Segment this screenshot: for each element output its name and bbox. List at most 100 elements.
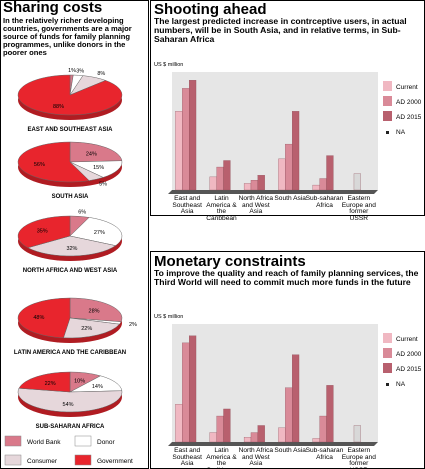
bar [243, 437, 252, 443]
pie-label: SOUTH ASIA [52, 194, 89, 200]
bar [223, 160, 231, 191]
legend-swatch [74, 454, 92, 466]
slice-label: 14% [92, 384, 103, 390]
slice-label: 6% [78, 209, 86, 215]
slice-label: 24% [86, 151, 97, 157]
x-tick-label: South Asia [274, 195, 306, 202]
slice-label: 27% [94, 230, 105, 236]
slice-label: 48% [33, 315, 44, 321]
legend-swatch [383, 348, 392, 358]
bar [216, 415, 224, 443]
legend-swatch [383, 81, 392, 91]
bar [353, 425, 361, 443]
legend-label: AD 2015 [396, 366, 422, 373]
legend-swatch [386, 131, 389, 134]
x-tick-label: East and Southeast Asia [172, 447, 203, 468]
bar [182, 88, 190, 191]
slice-label: 54% [63, 402, 74, 408]
legend-label: NA [396, 129, 406, 136]
x-tick-label: Latin America & the Caribbean [206, 195, 237, 222]
slice-label: 22% [45, 381, 56, 387]
plot-bg [172, 324, 378, 442]
legend-swatch [383, 333, 392, 343]
pie-label: EAST AND SOUTHEAST ASIA [28, 127, 114, 133]
legend-swatch [4, 435, 22, 447]
x-tick-label: Eastern Europe and former USSR [341, 195, 376, 222]
legend-swatch [383, 96, 392, 106]
bar [285, 387, 293, 443]
x-tick-label: Sub-saharan Africa [305, 447, 344, 461]
bar [319, 178, 327, 191]
bar [312, 438, 320, 443]
y-axis-label: US $ million [154, 314, 183, 320]
slice-label: 56% [34, 162, 45, 168]
slice-label: 28% [89, 308, 100, 314]
legend-swatch [383, 111, 392, 121]
legend-swatch [386, 383, 389, 386]
bar [326, 385, 334, 443]
x-tick-label: Latin America & the Caribbean [206, 447, 237, 469]
pie-slice [17, 297, 71, 339]
bar [216, 166, 224, 191]
x-tick-label: Sub-saharan Africa [305, 195, 344, 209]
x-tick-label: South Asia [274, 447, 306, 454]
legend-label: Government [97, 458, 133, 465]
slice-label: 5% [99, 182, 107, 188]
bar [250, 180, 258, 191]
bar [319, 415, 327, 443]
bar [285, 143, 293, 191]
legend-label: World Bank [27, 439, 61, 446]
x-tick-label: Eastern Europe and former USSR [341, 447, 376, 469]
plot-bg [172, 72, 378, 190]
title: Monetary constraints [154, 253, 306, 270]
bar [278, 427, 286, 443]
legend-swatch [74, 435, 92, 447]
slice-label: 32% [66, 246, 77, 252]
bar [209, 432, 217, 443]
bar [243, 183, 252, 191]
bar [292, 354, 300, 443]
pie-label: NORTH AFRICA AND WEST ASIA [23, 268, 118, 274]
pie-slice [17, 387, 123, 413]
slice-label: 10% [74, 379, 85, 385]
slice-label: 22% [81, 326, 92, 332]
legend-label: AD 2000 [396, 351, 422, 358]
bar [353, 173, 361, 191]
bar [189, 335, 197, 443]
title: Shooting ahead [154, 1, 267, 18]
bar [175, 111, 183, 191]
subtitle: To improve the quality and reach of fami… [154, 268, 419, 288]
pie-slice [17, 141, 90, 183]
floor [168, 190, 378, 194]
bar [278, 158, 286, 191]
x-tick-label: North Africa and West Asia [238, 447, 274, 468]
bar [257, 425, 265, 443]
x-tick-label: North Africa and West Asia [238, 195, 274, 216]
legend-label: NA [396, 381, 406, 388]
subtitle: In the relatively richer developing coun… [3, 16, 132, 57]
x-tick-label: East and Southeast Asia [172, 195, 203, 216]
pie-slice [17, 74, 123, 116]
slice-label: 2% [129, 322, 137, 328]
bar [182, 342, 190, 443]
bar [223, 408, 231, 443]
y-axis-label: US $ million [154, 62, 183, 68]
bar [175, 404, 183, 443]
legend-swatch [4, 454, 22, 466]
pie-slice [69, 141, 123, 163]
slice-label: 88% [53, 104, 64, 110]
legend-label: AD 2015 [396, 114, 422, 121]
bar [250, 432, 258, 443]
title: Sharing costs [3, 0, 103, 16]
legend-label: Current [396, 84, 418, 91]
legend-label: Donor [97, 439, 116, 446]
floor [168, 442, 378, 446]
slice-label: 3% [76, 68, 84, 74]
slice-label: 8% [97, 71, 105, 77]
bar [312, 184, 320, 191]
legend-swatch [383, 363, 392, 373]
pie-slice [17, 215, 71, 249]
pie-slice [27, 235, 117, 257]
legend-label: AD 2000 [396, 99, 422, 106]
bar [257, 175, 265, 191]
